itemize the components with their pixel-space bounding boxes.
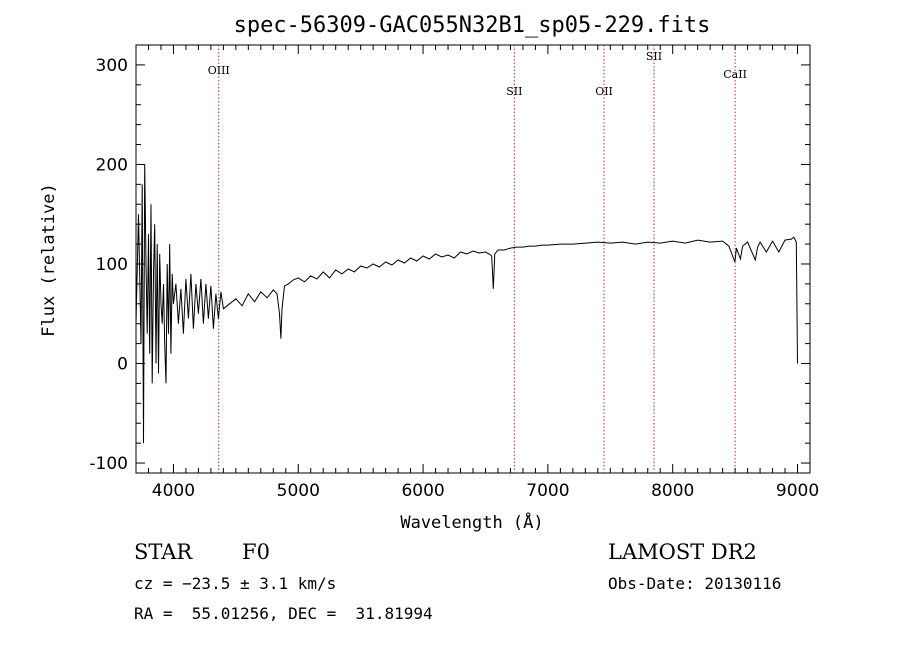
y-tick-label: 200 <box>96 155 128 175</box>
emission-line-markers: OIII SII OII SII CaII <box>208 45 747 473</box>
line-marker-label: SII <box>646 50 662 63</box>
sky-coordinates: RA = 55.01256, DEC = 31.81994 <box>134 604 433 623</box>
object-class: STAR <box>134 540 193 564</box>
y-axis-label: Flux (relative) <box>39 183 59 337</box>
object-subclass: F0 <box>242 540 270 564</box>
spectrum-line <box>135 164 798 444</box>
y-tick-label: 0 <box>117 355 128 375</box>
x-axis-label: Wavelength (Å) <box>400 511 543 533</box>
x-tick-label: 5000 <box>277 481 320 501</box>
x-tick-label: 6000 <box>401 481 444 501</box>
x-tick-label: 7000 <box>526 481 569 501</box>
y-tick-label: -100 <box>89 454 128 474</box>
survey-name: LAMOST DR2 <box>608 540 757 564</box>
line-marker-label: SII <box>506 85 522 98</box>
x-tick-label: 8000 <box>651 481 694 501</box>
y-tick-label: 300 <box>96 56 128 76</box>
x-tick-label: 9000 <box>776 481 819 501</box>
chart-title: spec-56309-GAC055N32B1_sp05-229.fits <box>234 13 711 38</box>
redshift-velocity: cz = −23.5 ± 3.1 km/s <box>134 574 337 593</box>
line-marker-label: OIII <box>208 64 230 77</box>
y-tick-label: 100 <box>96 255 128 275</box>
observation-date: Obs-Date: 20130116 <box>608 574 782 593</box>
x-tick-label: 4000 <box>152 481 195 501</box>
spectrum-series <box>135 164 798 444</box>
axis-ticks: 4000 5000 6000 7000 8000 9000 -100 0 100 200 300 <box>89 45 819 501</box>
line-marker-label: OII <box>595 85 613 98</box>
plot-frame <box>135 44 811 474</box>
line-marker-label: CaII <box>723 68 747 81</box>
